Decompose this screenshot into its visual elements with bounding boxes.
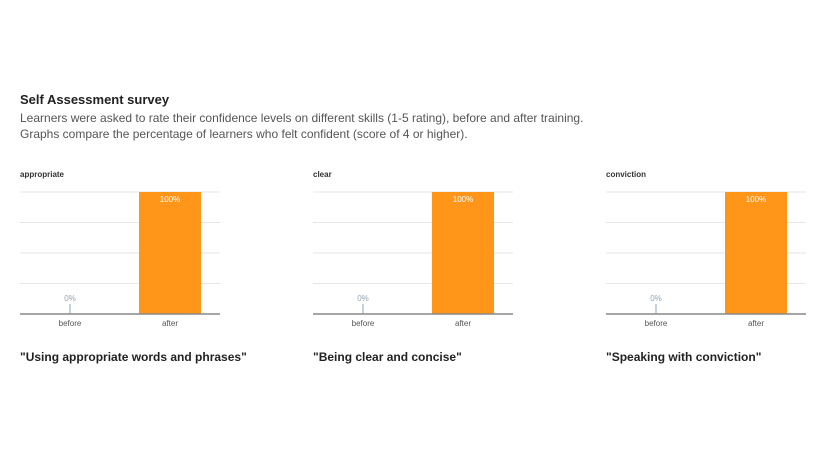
description-line-2: Graphs compare the percentage of learner… bbox=[20, 127, 468, 141]
tick-label-before: before bbox=[352, 319, 375, 328]
bar-after bbox=[725, 192, 787, 314]
data-label-after: 100% bbox=[453, 195, 473, 204]
chart-title: conviction bbox=[606, 170, 647, 179]
bar-after bbox=[432, 192, 494, 314]
chart-caption: "Using appropriate words and phrases" bbox=[20, 350, 247, 364]
tick-label-before: before bbox=[645, 319, 668, 328]
bar-chart-appropriate: 0% before 100% after bbox=[20, 191, 220, 328]
chart-title: clear bbox=[313, 170, 332, 179]
survey-header: Self Assessment survey Learners were ask… bbox=[20, 92, 800, 142]
tick-label-after: after bbox=[162, 319, 178, 328]
chart-panel-clear: clear 0% before 100% after "Being clear and… bbox=[313, 168, 523, 378]
tick-label-before: before bbox=[59, 319, 82, 328]
chart-caption: "Speaking with conviction" bbox=[606, 350, 762, 364]
tick-label-after: after bbox=[455, 319, 471, 328]
data-label-before: 0% bbox=[650, 294, 662, 303]
chart-panel-appropriate: appropriate 0% before 100% after "Using app… bbox=[20, 168, 247, 378]
data-label-before: 0% bbox=[357, 294, 369, 303]
bar-chart-conviction: 0% before 100% after bbox=[606, 191, 806, 328]
chart-panel-conviction: conviction 0% before 100% after "Speaking w… bbox=[606, 168, 816, 378]
data-label-after: 100% bbox=[746, 195, 766, 204]
bar-after bbox=[139, 192, 201, 314]
chart-caption: "Being clear and concise" bbox=[313, 350, 462, 364]
description-line-1: Learners were asked to rate their confid… bbox=[20, 111, 584, 125]
data-label-after: 100% bbox=[160, 195, 180, 204]
page-title: Self Assessment survey bbox=[20, 92, 170, 107]
data-label-before: 0% bbox=[64, 294, 76, 303]
tick-label-after: after bbox=[748, 319, 764, 328]
bar-chart-clear: 0% before 100% after bbox=[313, 191, 513, 328]
chart-title: appropriate bbox=[20, 170, 65, 179]
